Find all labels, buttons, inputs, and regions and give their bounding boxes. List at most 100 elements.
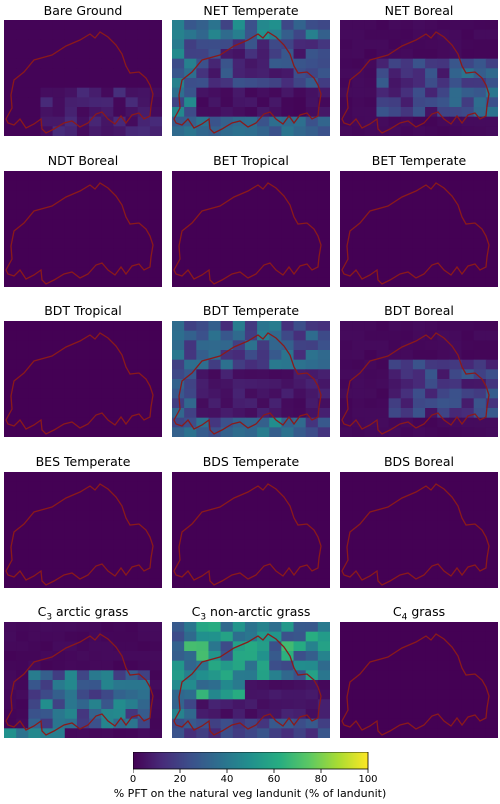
heatmap-cell	[340, 660, 353, 671]
heatmap-cell	[208, 87, 222, 98]
heatmap-cell	[101, 398, 114, 409]
heatmap-cell	[340, 171, 353, 182]
heatmap-cell	[196, 229, 210, 240]
heatmap-cell	[281, 660, 295, 671]
heatmap-cell	[473, 330, 487, 341]
heatmap-cell	[437, 248, 450, 259]
heatmap-cell	[16, 229, 29, 240]
heatmap-cell	[196, 126, 210, 136]
heatmap-cell	[412, 689, 426, 700]
heatmap-cell	[449, 171, 463, 182]
heatmap-cell	[89, 530, 102, 541]
heatmap-cell	[305, 728, 319, 738]
heatmap-cell	[89, 680, 102, 691]
heatmap-cell	[317, 238, 330, 249]
heatmap-cell	[340, 510, 353, 521]
heatmap-cell	[449, 78, 463, 89]
heatmap-cell	[172, 369, 185, 380]
heatmap-cell	[52, 369, 66, 380]
heatmap-cell	[172, 190, 185, 201]
heatmap-cell	[269, 559, 282, 570]
heatmap-cell	[64, 107, 78, 118]
heatmap-cell	[257, 39, 270, 50]
heatmap-cell	[64, 219, 78, 230]
heatmap-cell	[101, 417, 114, 428]
heatmap-cell	[485, 578, 498, 588]
heatmap-cell	[4, 699, 17, 710]
heatmap-cell	[305, 200, 319, 211]
heatmap-cell	[196, 190, 210, 201]
heatmap-cell	[52, 578, 66, 588]
heatmap-cell	[184, 559, 197, 570]
heatmap-cell	[364, 126, 378, 136]
heatmap-cell	[281, 97, 295, 108]
heatmap-cell	[52, 631, 66, 642]
heatmap-cell	[376, 631, 390, 642]
heatmap-cell	[172, 699, 185, 710]
heatmap-cell	[28, 651, 42, 662]
heatmap-cell	[196, 680, 210, 691]
heatmap-cell	[125, 248, 139, 259]
heatmap-cell	[281, 277, 295, 287]
heatmap-cell	[113, 126, 127, 136]
heatmap-cell	[317, 258, 330, 269]
heatmap-cell	[113, 699, 127, 710]
heatmap-cell	[461, 680, 475, 691]
heatmap-cell	[196, 622, 210, 633]
heatmap-cell	[305, 520, 319, 531]
heatmap-cell	[293, 78, 307, 89]
heatmap-cell	[76, 398, 90, 409]
heatmap-cell	[232, 350, 246, 361]
heatmap-cell	[137, 267, 151, 278]
heatmap-cell	[400, 238, 414, 249]
heatmap-cell	[281, 481, 295, 492]
heatmap-cell	[485, 87, 498, 98]
heatmap-cell	[473, 359, 487, 370]
heatmap-cell	[101, 359, 114, 370]
heatmap-cell	[220, 510, 234, 521]
heatmap-cell	[52, 267, 66, 278]
heatmap-cell	[376, 417, 390, 428]
heatmap-cell	[412, 501, 426, 512]
heatmap-cell	[28, 229, 42, 240]
heatmap-cell	[269, 568, 282, 579]
heatmap-cell	[352, 49, 365, 60]
heatmap-cell	[317, 248, 330, 259]
heatmap-cell	[172, 277, 185, 287]
heatmap-cell	[28, 481, 42, 492]
heatmap-cell	[40, 340, 54, 351]
heatmap-cell	[4, 680, 17, 691]
heatmap-cell	[4, 520, 17, 531]
heatmap-cell	[352, 277, 365, 287]
heatmap-cell	[113, 651, 127, 662]
heatmap-cell	[293, 709, 307, 720]
heatmap-cell	[172, 578, 185, 588]
heatmap-cell	[76, 481, 90, 492]
heatmap-cell	[16, 20, 29, 31]
heatmap-cell	[257, 699, 270, 710]
heatmap-cell	[388, 330, 402, 341]
heatmap-cell	[137, 340, 151, 351]
heatmap-cell	[437, 78, 450, 89]
heatmap-cell	[461, 530, 475, 541]
heatmap-cell	[376, 330, 390, 341]
heatmap-cell	[64, 97, 78, 108]
heatmap-cell	[485, 568, 498, 579]
heatmap-cell	[16, 427, 29, 437]
heatmap-cell	[113, 670, 127, 681]
heatmap-cell	[244, 126, 258, 136]
heatmap-cell	[113, 398, 127, 409]
heatmap-cell	[257, 559, 270, 570]
heatmap-cell	[64, 520, 78, 531]
heatmap-cell	[352, 539, 365, 550]
heatmap-cell	[149, 481, 162, 492]
heatmap-cell	[89, 472, 102, 483]
heatmap-cell	[293, 209, 307, 220]
heatmap-cell	[40, 58, 54, 69]
heatmap-cell	[28, 699, 42, 710]
heatmap-cell	[101, 97, 114, 108]
heatmap-cell	[412, 379, 426, 390]
heatmap-cell	[89, 398, 102, 409]
heatmap-cell	[4, 578, 17, 588]
heatmap-cell	[149, 126, 162, 136]
